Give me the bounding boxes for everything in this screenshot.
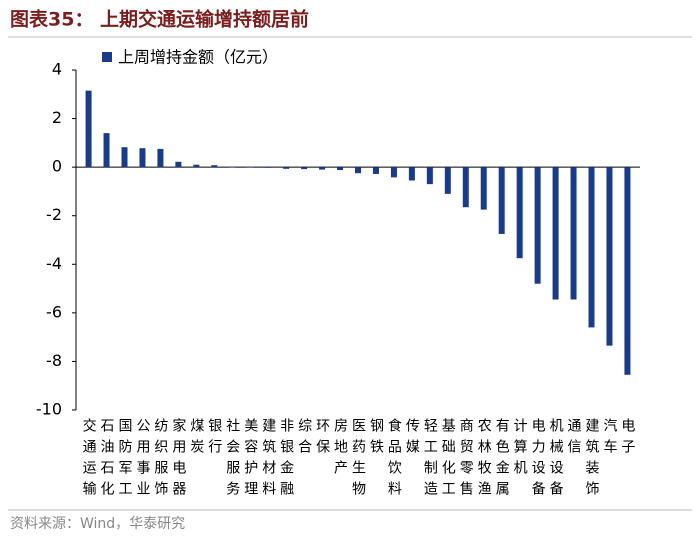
bar — [588, 167, 595, 328]
bar — [390, 167, 397, 178]
x-tick-label: 家用电器 — [170, 417, 186, 502]
y-tick-label: 0 — [52, 157, 62, 176]
x-tick-label: 交通运输 — [81, 417, 97, 502]
y-tick-label: -10 — [36, 400, 62, 419]
x-tick-label: 食品饮料 — [386, 417, 402, 502]
bar — [103, 133, 110, 168]
bar — [606, 167, 613, 346]
x-tick-label: 电子 — [619, 418, 635, 460]
bar — [444, 167, 451, 194]
x-tick-label: 通信 — [566, 418, 582, 460]
x-tick-label: 轻工制造 — [422, 418, 438, 502]
bar — [175, 161, 182, 168]
x-tick-label: 煤炭 — [188, 418, 204, 460]
bar — [552, 167, 559, 300]
x-tick-label: 石油石化 — [99, 418, 115, 502]
x-tick-label: 商贸零售 — [458, 418, 474, 502]
x-tick-label: 建筑材料 — [260, 418, 276, 502]
bar — [337, 167, 344, 171]
bar — [624, 167, 631, 375]
y-tick-label: -6 — [46, 302, 62, 321]
bar — [355, 167, 361, 174]
y-tick-label: -4 — [46, 254, 62, 273]
bar — [426, 167, 433, 185]
x-tick-label: 美容护理 — [242, 418, 258, 502]
bar — [247, 166, 254, 168]
bar — [229, 166, 236, 168]
x-tick-label: 银行 — [206, 418, 222, 460]
bar — [408, 167, 415, 181]
x-tick-label: 传媒 — [404, 418, 420, 460]
bar — [534, 167, 541, 284]
bar — [121, 147, 128, 168]
bar — [480, 167, 487, 210]
bar — [193, 164, 200, 168]
bar — [462, 167, 469, 208]
x-tick-label: 医药生物 — [350, 418, 366, 502]
x-tick-label: 基础化工 — [440, 417, 456, 502]
y-tick-label: 4 — [52, 60, 62, 79]
x-tick-label: 社会服务 — [224, 418, 240, 502]
bar — [570, 167, 577, 300]
x-tick-label: 国防军工 — [116, 418, 132, 502]
x-tick-label: 综合 — [296, 418, 312, 460]
bar — [319, 167, 326, 170]
bar — [372, 167, 379, 174]
chart-title: 图表35： 上期交通运输增持额居前 — [10, 8, 309, 31]
y-tick-label: 2 — [52, 108, 62, 127]
legend-label: 上周增持金额（亿元） — [118, 48, 278, 67]
x-tick-label: 纺织服饰 — [152, 418, 168, 502]
x-tick-label: 农林牧渔 — [476, 418, 492, 502]
bar — [301, 167, 308, 170]
x-tick-label: 机械设备 — [548, 418, 564, 502]
bar — [283, 167, 290, 169]
legend-swatch — [102, 52, 112, 62]
bar — [265, 167, 272, 168]
bar — [85, 90, 92, 168]
bar — [157, 148, 164, 168]
y-tick-label: -2 — [46, 205, 62, 224]
x-tick-label: 房地产 — [332, 418, 348, 481]
x-tick-label: 计算机 — [512, 418, 528, 481]
x-tick-label: 公用事业 — [134, 418, 150, 502]
bar — [211, 165, 218, 168]
bar — [516, 167, 523, 259]
bar — [498, 167, 505, 234]
x-tick-label: 汽车 — [601, 418, 617, 460]
y-tick-label: -8 — [46, 351, 62, 370]
x-tick-label: 建筑装饰 — [584, 418, 600, 502]
bar — [139, 148, 146, 168]
x-tick-label: 环保 — [314, 418, 330, 460]
source: 资料来源：Wind，华泰研究 — [10, 516, 185, 532]
x-tick-label: 电力设备 — [530, 418, 546, 502]
x-tick-label: 有色金属 — [494, 418, 510, 502]
x-tick-label: 钢铁 — [368, 418, 384, 460]
x-tick-label: 非银金融 — [278, 418, 294, 502]
